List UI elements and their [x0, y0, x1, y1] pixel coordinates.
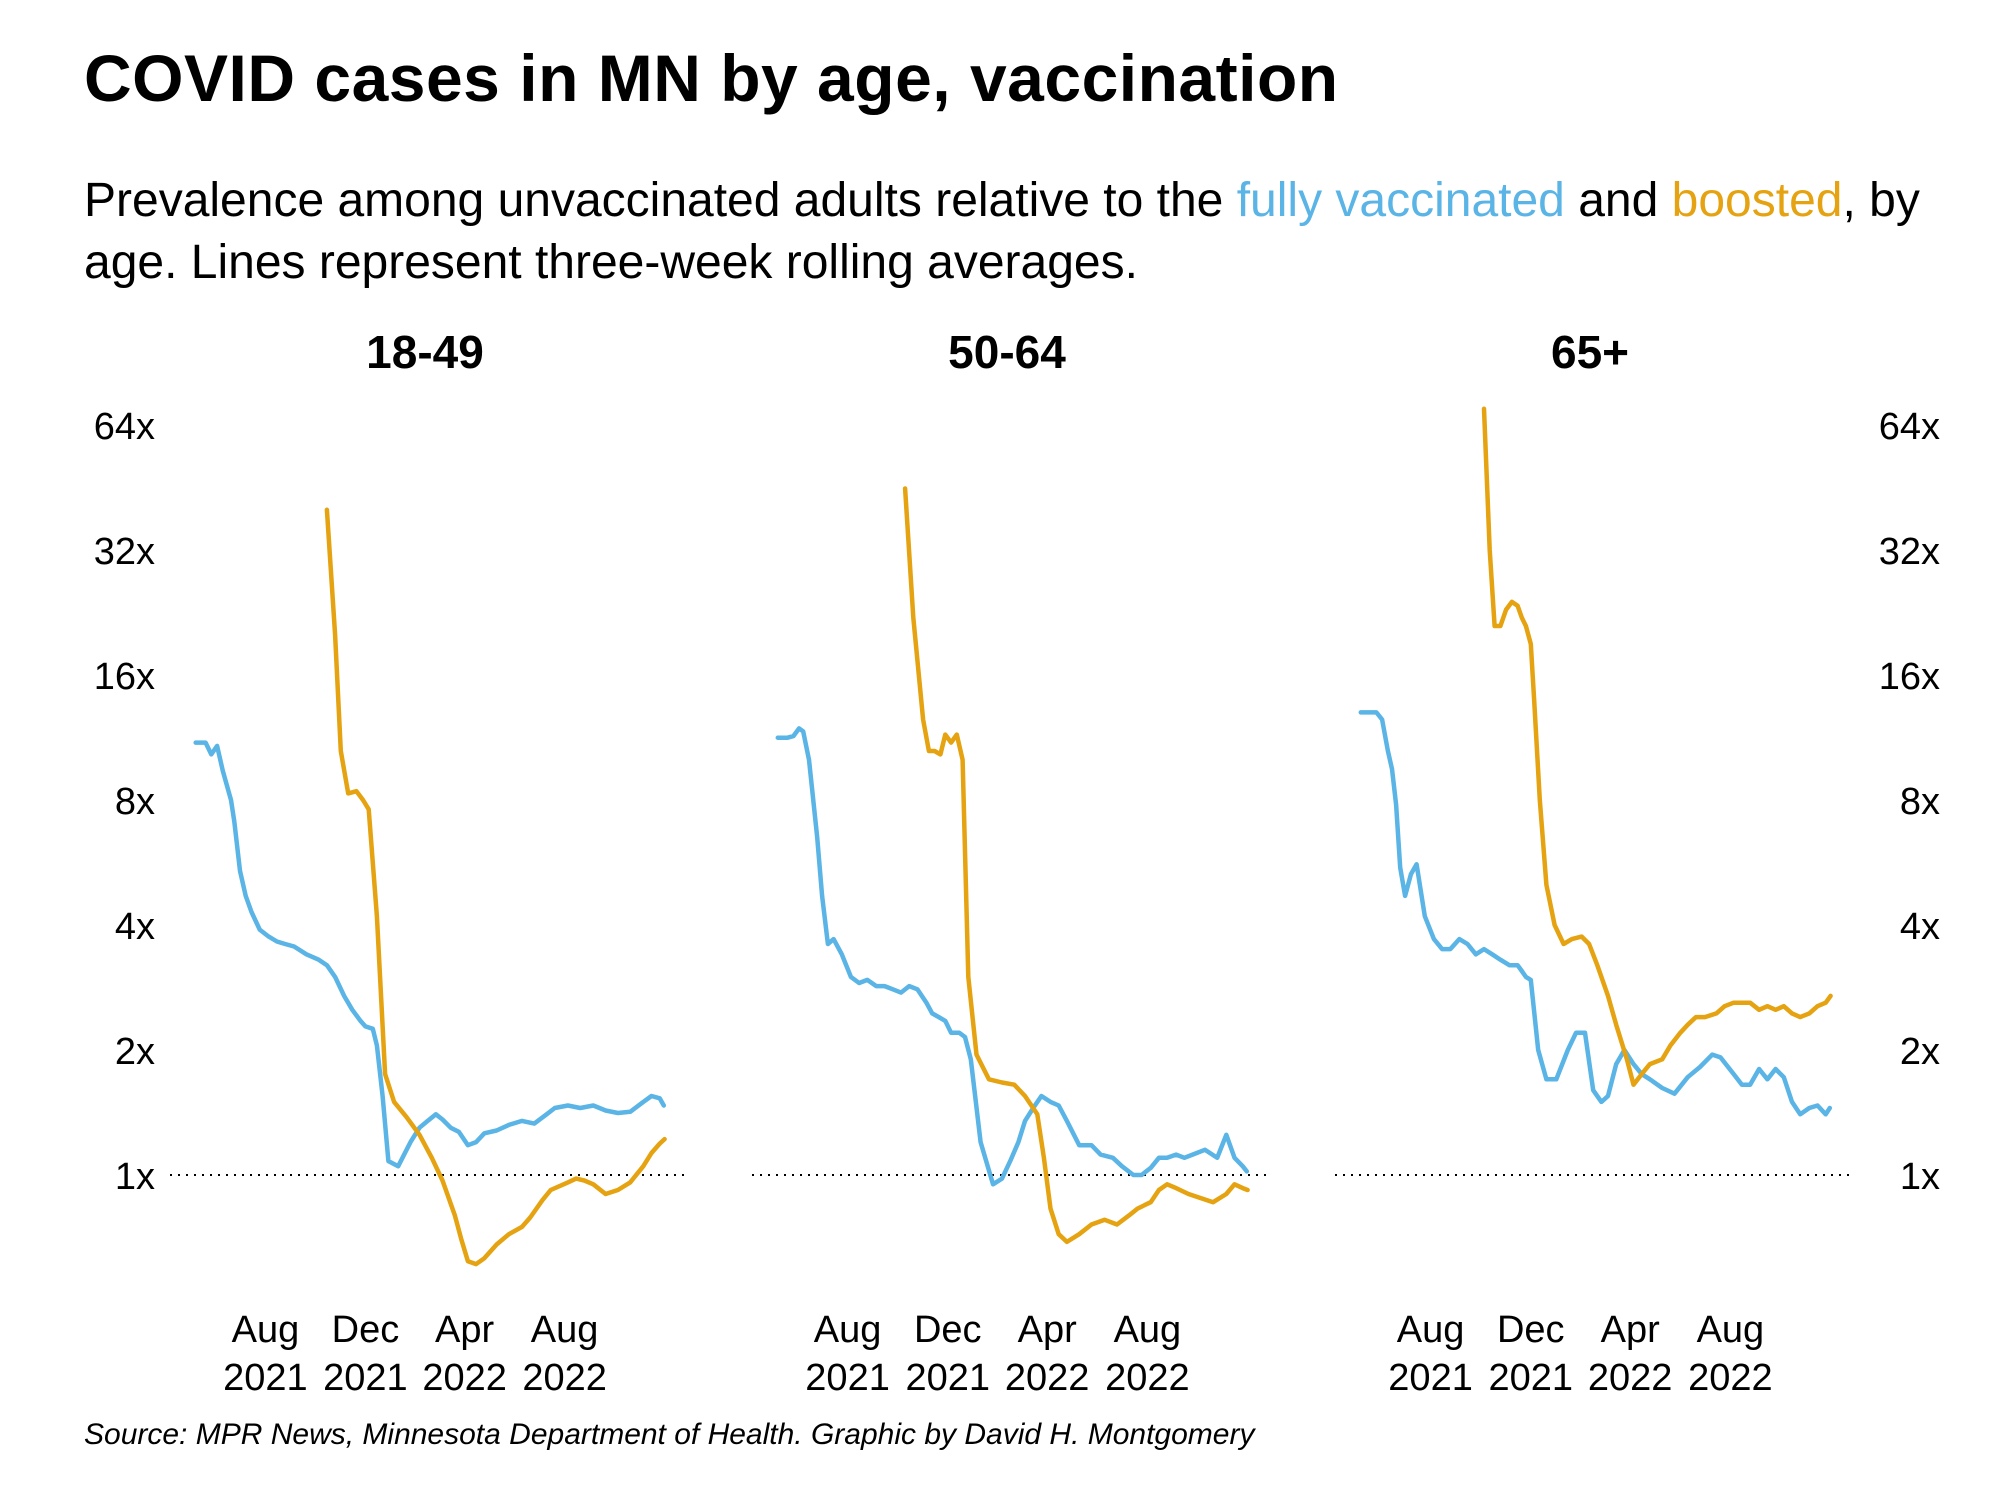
x-tick-label: Aug	[1397, 1309, 1465, 1351]
y-tick-label: 64x	[94, 406, 155, 448]
x-tick-label: 2022	[1688, 1357, 1773, 1399]
legend-boosted: boosted	[1671, 174, 1843, 227]
legend-fully-vaccinated: fully vaccinated	[1236, 174, 1565, 227]
x-tick-label: 2022	[1588, 1357, 1673, 1399]
series-line-fully-vaccinated	[1358, 710, 1833, 1117]
series-line-boosted	[902, 486, 1250, 1245]
x-tick-label: Apr	[1018, 1309, 1077, 1351]
series-line-fully-vaccinated	[775, 726, 1250, 1187]
chart-subtitle: Prevalence among unvaccinated adults rel…	[84, 170, 1964, 294]
x-tick-label: Aug	[1697, 1309, 1765, 1351]
y-tick-label: 2x	[1900, 1031, 1940, 1073]
x-tick-label: Aug	[814, 1309, 882, 1351]
y-tick-label: 32x	[94, 531, 155, 573]
x-tick-label: 2021	[323, 1357, 408, 1399]
y-tick-label: 32x	[1879, 531, 1940, 573]
y-tick-label: 16x	[94, 656, 155, 698]
x-tick-label: 2021	[223, 1357, 308, 1399]
x-tick-label: Dec	[332, 1309, 400, 1351]
subtitle-text: and	[1564, 174, 1672, 227]
x-tick-label: 2021	[1489, 1357, 1574, 1399]
x-tick-label: Aug	[232, 1309, 300, 1351]
x-tick-label: 2022	[522, 1357, 607, 1399]
x-tick-label: 2021	[906, 1357, 991, 1399]
y-tick-label: 16x	[1879, 656, 1940, 698]
x-tick-label: 2022	[1105, 1357, 1190, 1399]
y-tick-label: 8x	[1900, 781, 1940, 823]
panel-title: 65+	[1551, 326, 1629, 378]
subtitle-text: Prevalence among unvaccinated adults rel…	[84, 174, 1237, 227]
x-tick-label: 2022	[422, 1357, 507, 1399]
subtitle-text: , by age. Lines represent three-week rol…	[84, 174, 1920, 289]
series-line-boosted	[324, 507, 667, 1267]
x-tick-label: 2021	[805, 1357, 890, 1399]
y-tick-label: 64x	[1879, 406, 1940, 448]
x-tick-label: Aug	[1114, 1309, 1182, 1351]
series-line-boosted	[1481, 406, 1833, 1087]
x-tick-label: Aug	[531, 1309, 599, 1351]
panel-title: 50-64	[948, 326, 1066, 378]
y-tick-label: 4x	[115, 906, 155, 948]
y-tick-label: 1x	[115, 1156, 155, 1198]
y-tick-label: 2x	[115, 1031, 155, 1073]
x-tick-label: Apr	[1601, 1309, 1660, 1351]
x-tick-label: Dec	[1497, 1309, 1565, 1351]
y-tick-label: 4x	[1900, 906, 1940, 948]
chart-title: COVID cases in MN by age, vaccination	[84, 41, 1339, 115]
source-note: Source: MPR News, Minnesota Department o…	[84, 1418, 1255, 1451]
x-tick-label: Apr	[435, 1309, 494, 1351]
series-line-fully-vaccinated	[193, 740, 667, 1169]
y-tick-label: 8x	[115, 781, 155, 823]
x-tick-label: 2022	[1005, 1357, 1090, 1399]
x-tick-label: 2021	[1388, 1357, 1473, 1399]
y-tick-label: 1x	[1900, 1156, 1940, 1198]
x-tick-label: Dec	[914, 1309, 982, 1351]
panel-title: 18-49	[366, 326, 484, 378]
